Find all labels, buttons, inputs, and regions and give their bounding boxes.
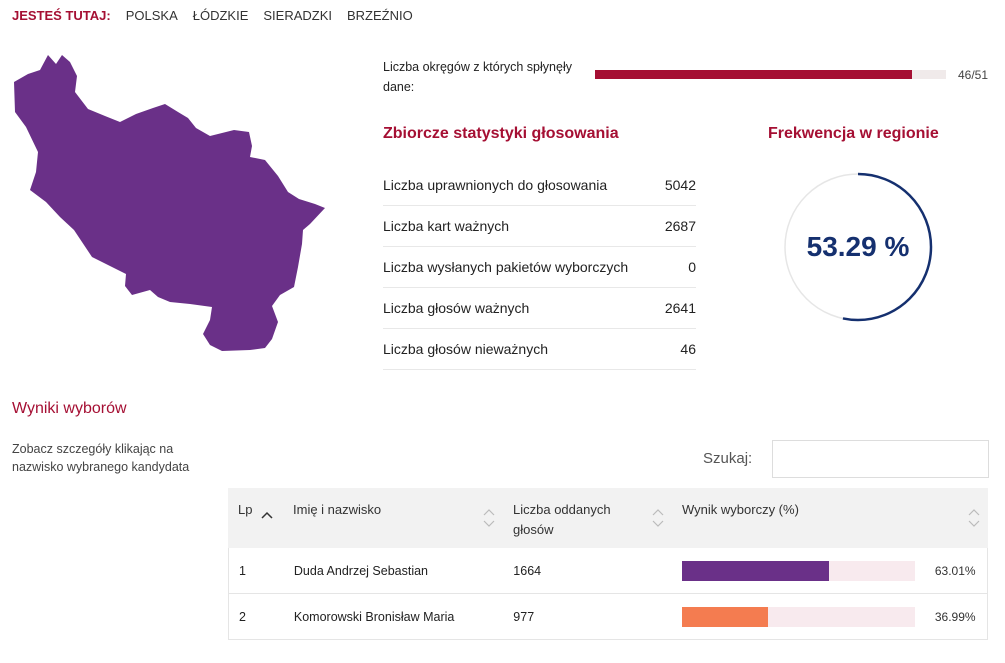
candidate-name-link[interactable]: Komorowski Bronisław Maria [293, 609, 455, 624]
column-label: Imię i nazwisko [293, 502, 382, 517]
sort-both-icon [968, 509, 980, 527]
stat-row: Liczba głosów nieważnych 46 [383, 329, 696, 370]
breadcrumb-item-brzeznio[interactable]: BRZEŹNIO [347, 8, 413, 23]
search-label: Szukaj: [703, 450, 753, 467]
candidate-name-link[interactable]: Duda Andrzej Sebastian [293, 563, 429, 578]
stat-label: Liczba głosów ważnych [383, 300, 530, 316]
sort-ascending-icon [261, 511, 273, 519]
region-map [14, 55, 325, 351]
stat-label: Liczba głosów nieważnych [383, 341, 548, 357]
column-header-result[interactable]: Wynik wyborczy (%) [672, 488, 988, 548]
stat-value: 5042 [664, 177, 696, 193]
search-input[interactable] [772, 440, 989, 478]
table-row[interactable]: 2 Komorowski Bronisław Maria 977 36.99% [229, 594, 987, 640]
stat-row: Liczba kart ważnych 2687 [383, 206, 696, 247]
result-bar-fill [681, 606, 769, 627]
column-label: Lp [238, 502, 253, 517]
stat-row: Liczba wysłanych pakietów wyborczych 0 [383, 247, 696, 288]
stat-label: Liczba uprawnionych do głosowania [383, 177, 608, 193]
breadcrumb-here-label: JESTEŚ TUTAJ: [12, 8, 111, 23]
table-header: Lp Imię i nazwisko Liczba oddanych głosó… [228, 488, 988, 548]
result-bar-track [681, 606, 915, 627]
result-bar-fill [681, 560, 829, 581]
turnout-value: 53.29 % [806, 231, 910, 262]
results-title: Wyniki wyborów [12, 400, 127, 417]
turnout-arc [783, 172, 933, 322]
breadcrumb-item-sieradzki[interactable]: SIERADZKI [263, 8, 332, 23]
stat-label: Liczba kart ważnych [383, 218, 510, 234]
districts-progress-fill [595, 70, 912, 79]
cell-lp: 2 [239, 609, 246, 624]
stats-table: Liczba uprawnionych do głosowania 5042 L… [383, 165, 696, 370]
stat-value: 2641 [664, 300, 696, 316]
turnout-ring [783, 172, 933, 322]
column-label: Liczba oddanych głosów [513, 502, 611, 537]
stat-value: 0 [688, 259, 696, 275]
progress-label: Liczba okręgów z których spłynęły dane: [383, 60, 572, 94]
result-bar-track [681, 560, 915, 581]
table-row[interactable]: 1 Duda Andrzej Sebastian 1664 63.01% [229, 548, 987, 594]
breadcrumb-item-polska[interactable]: POLSKA [125, 8, 178, 23]
cell-lp: 1 [239, 563, 246, 578]
sort-both-icon [652, 509, 664, 527]
result-percent: 63.01% [934, 563, 976, 578]
stats-title: Zbiorcze statystyki głosowania [383, 125, 619, 142]
breadcrumb-item-lodzkie[interactable]: ŁÓDZKIE [192, 8, 249, 23]
column-label: Wynik wyborczy (%) [682, 502, 799, 517]
column-header-votes[interactable]: Liczba oddanych głosów [503, 488, 672, 548]
table-body: 1 Duda Andrzej Sebastian 1664 63.01% 2 K… [228, 548, 988, 640]
result-percent: 36.99% [934, 609, 976, 624]
cell-votes: 977 [513, 609, 535, 624]
column-header-name[interactable]: Imię i nazwisko [283, 488, 503, 548]
stat-row: Liczba głosów ważnych 2641 [383, 288, 696, 329]
results-table: Lp Imię i nazwisko Liczba oddanych głosó… [228, 488, 988, 640]
stat-row: Liczba uprawnionych do głosowania 5042 [383, 165, 696, 206]
sort-both-icon [483, 509, 495, 527]
districts-progress-bar [595, 70, 946, 79]
results-hint: Zobacz szczegóły klikając na nazwisko wy… [12, 442, 190, 474]
cell-result: 36.99% [672, 606, 987, 627]
districts-progress-count: 46/51 [958, 68, 989, 82]
breadcrumb: JESTEŚ TUTAJ: POLSKA ŁÓDZKIE SIERADZKI B… [12, 8, 413, 23]
stat-label: Liczba wysłanych pakietów wyborczych [383, 259, 629, 275]
region-shape [14, 55, 325, 351]
stat-value: 2687 [664, 218, 696, 234]
cell-votes: 1664 [513, 563, 542, 578]
cell-result: 63.01% [672, 560, 987, 581]
turnout-title: Frekwencja w regionie [768, 125, 939, 142]
stat-value: 46 [680, 341, 696, 357]
column-header-lp[interactable]: Lp [228, 488, 283, 548]
